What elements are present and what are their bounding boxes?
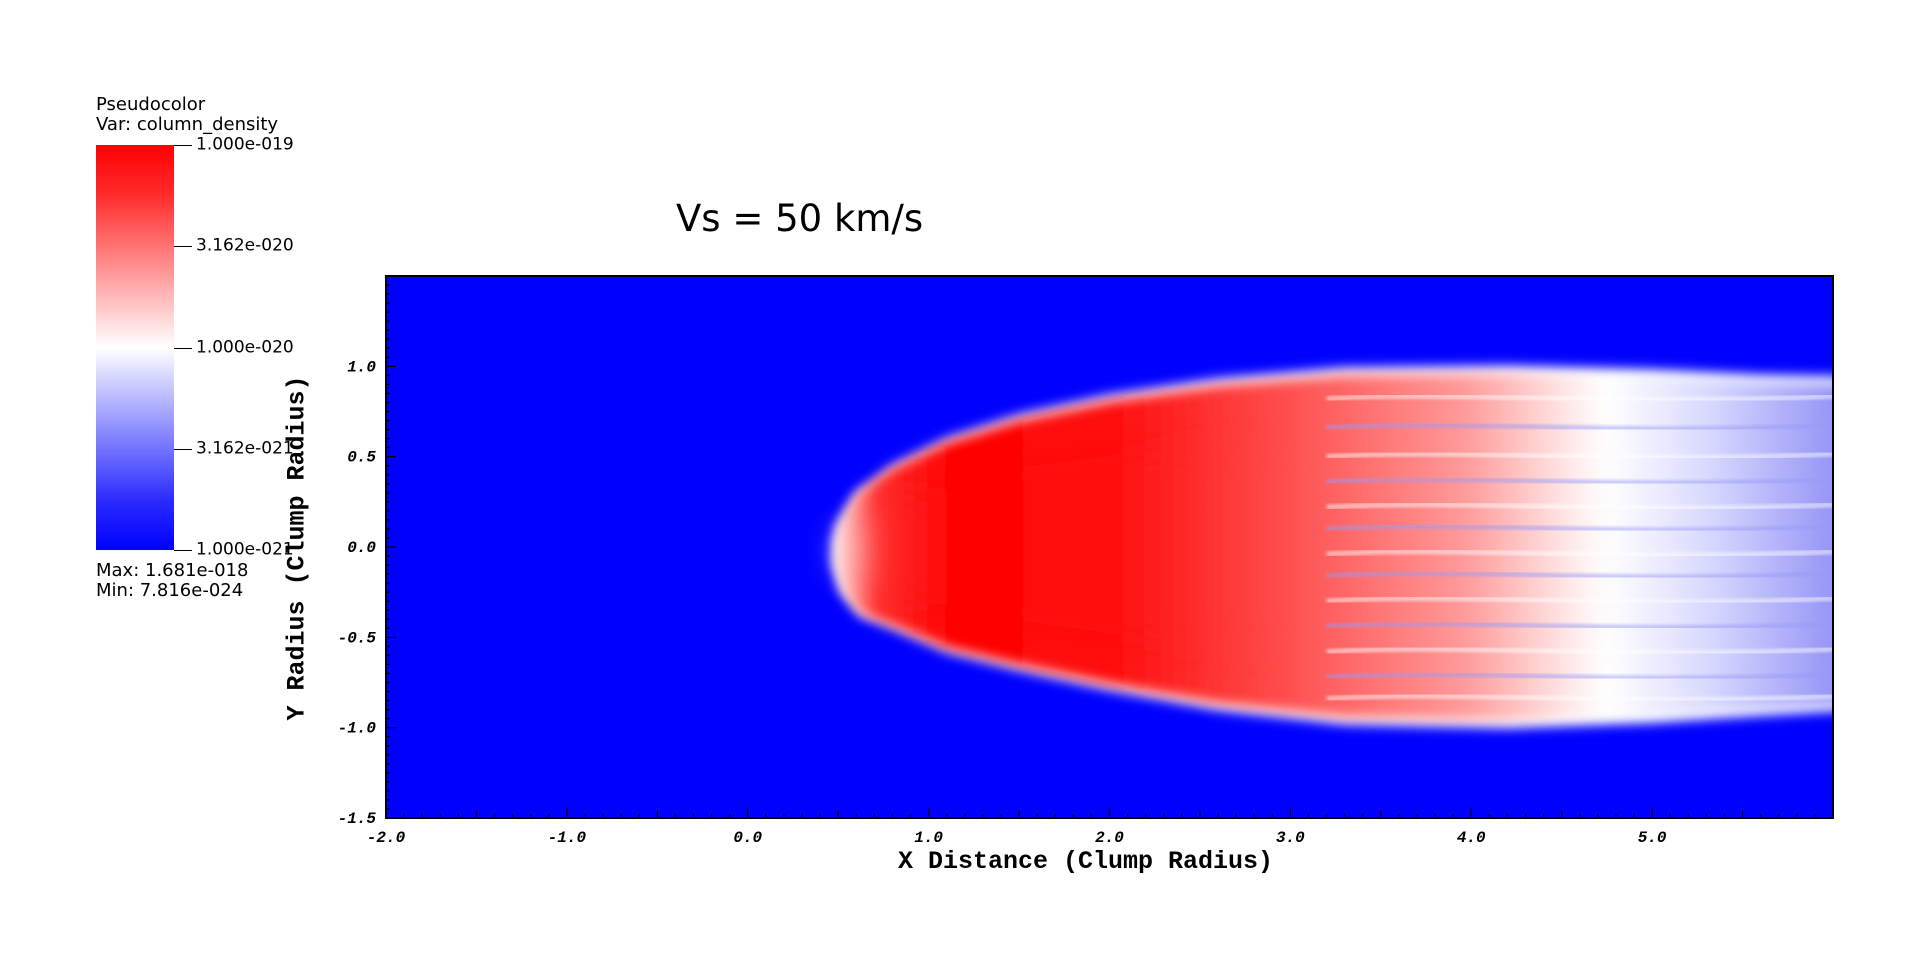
color-bar-tick xyxy=(174,550,192,551)
x-tick-label: -1.0 xyxy=(548,829,587,847)
legend-title: Pseudocolor xyxy=(96,94,206,115)
x-tick-label: -2.0 xyxy=(367,829,406,847)
tail-streak xyxy=(1326,646,1833,656)
tail-streak xyxy=(1326,476,1833,486)
x-axis-label: X Distance (Clump Radius) xyxy=(898,847,1274,876)
x-tick-label: 5.0 xyxy=(1638,829,1667,847)
x-tick-label: 4.0 xyxy=(1457,829,1486,847)
x-tick-label: 3.0 xyxy=(1276,829,1305,847)
color-bar-tick-label: 1.000e-019 xyxy=(196,134,294,155)
color-bar-tick xyxy=(174,145,192,146)
x-tick-label: 0.0 xyxy=(733,829,762,847)
plot-title: Vs = 50 km/s xyxy=(676,197,924,240)
y-tick-label: 0.5 xyxy=(347,449,376,467)
color-bar-tick xyxy=(174,347,192,349)
color-bar-tick-label: 3.162e-021 xyxy=(196,438,294,459)
tail-streak xyxy=(1326,693,1833,703)
tail-streak xyxy=(1326,621,1833,631)
y-tick-label: 1.0 xyxy=(347,358,376,376)
y-tick-label: -0.5 xyxy=(338,629,377,647)
tail-streak xyxy=(1326,393,1833,403)
x-tick-label: 2.0 xyxy=(1095,829,1124,847)
color-bar xyxy=(96,145,174,550)
tail-streak xyxy=(1326,548,1833,558)
color-bar-tick xyxy=(174,246,192,248)
legend-variable: Var: column_density xyxy=(96,114,279,135)
y-tick-label: -1.5 xyxy=(338,810,377,828)
y-tick-label: -1.0 xyxy=(338,720,377,738)
tail-streak xyxy=(1326,451,1833,461)
color-bar-tick xyxy=(174,448,192,450)
x-tick-label: 1.0 xyxy=(914,829,943,847)
color-bar-tick-label: 1.000e-021 xyxy=(196,539,294,560)
legend-max: Max: 1.681e-018 xyxy=(96,560,249,581)
tail-streak xyxy=(1326,595,1833,605)
tail-streak xyxy=(1326,523,1833,533)
legend-min: Min: 7.816e-024 xyxy=(96,580,244,601)
tail-streak xyxy=(1326,422,1833,432)
tail-streak xyxy=(1326,502,1833,511)
tail-streak xyxy=(1326,671,1833,681)
y-tick-label: 0.0 xyxy=(347,539,376,557)
tail-streak xyxy=(1326,570,1833,580)
y-axis-label: Y Radius (Clump Radius) xyxy=(282,375,312,721)
color-bar-tick-label: 1.000e-020 xyxy=(196,337,294,357)
color-bar-tick-label: 3.162e-020 xyxy=(196,235,294,256)
